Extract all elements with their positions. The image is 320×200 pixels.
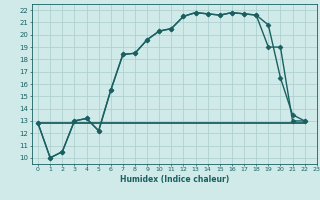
X-axis label: Humidex (Indice chaleur): Humidex (Indice chaleur) — [120, 175, 229, 184]
